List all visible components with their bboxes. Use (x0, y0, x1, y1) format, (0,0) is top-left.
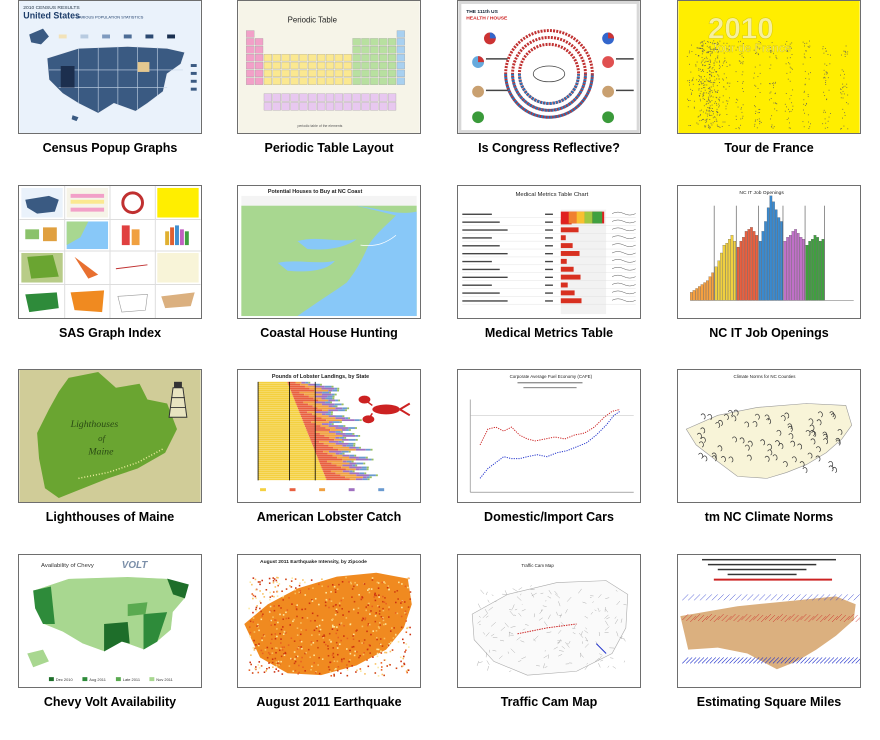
gallery-item-congress[interactable]: THE 111th US HEALTH / HOUSE (457, 0, 647, 160)
thumbnail-traffic[interactable]: Traffic Cam Map (457, 554, 641, 688)
gallery-item-tour[interactable]: 2010 Tour de France Tour de France (677, 0, 867, 160)
thumbnail-caption[interactable]: American Lobster Catch (256, 510, 402, 524)
thumb-text: VOLT (122, 560, 149, 571)
thumb-text: Traffic Cam Map (521, 563, 554, 568)
thumbnail-census[interactable]: 2010 CENSUS RESULTS United States VARIOU… (18, 0, 202, 134)
tour-scatter-image: 2010 Tour de France (678, 1, 860, 133)
sas-index-image (19, 186, 201, 318)
legend-label: Aug 2011 (89, 677, 106, 682)
svg-text:periodic table of the elements: periodic table of the elements (297, 124, 342, 128)
thumb-text: United States (23, 11, 80, 21)
thumbnail-caption[interactable]: Coastal House Hunting (260, 326, 398, 340)
thumbnail-cars[interactable]: Corporate Average Fuel Economy (CAFE) (457, 369, 641, 503)
maine-map-image: Lighthouses of Maine (19, 370, 201, 502)
thumbnail-caption[interactable]: NC IT Job Openings (709, 326, 829, 340)
thumbnail-caption[interactable]: Periodic Table Layout (264, 141, 394, 155)
thumb-text: Pounds of Lobster Landings, by State (272, 374, 369, 380)
gallery-item-census[interactable]: 2010 CENSUS RESULTS United States VARIOU… (18, 0, 208, 160)
medical-table-image: Medical Metrics Table Chart (458, 186, 640, 318)
cars-line-chart-image: Corporate Average Fuel Economy (CAFE) (458, 370, 640, 502)
gallery-item-medical[interactable]: Medical Metrics Table Chart Medical Metr… (457, 185, 647, 345)
thumbnail-caption[interactable]: Estimating Square Miles (696, 695, 842, 709)
thumb-text: NC IT Job Openings (739, 190, 784, 196)
thumb-text: Periodic Table (288, 16, 338, 25)
thumb-text: of (98, 433, 106, 443)
thumbnail-coastal[interactable]: Potential Houses to Buy at NC Coast (237, 185, 421, 319)
thumbnail-caption[interactable]: tm NC Climate Norms (704, 510, 834, 524)
thumbnail-caption[interactable]: Chevy Volt Availability (43, 695, 177, 709)
thumbnail-caption[interactable]: Tour de France (724, 141, 814, 155)
thumbnail-climate[interactable]: Climate Norms for NC Counties (677, 369, 861, 503)
thumbnail-caption[interactable]: August 2011 Earthquake (256, 695, 402, 709)
thumbnail-caption[interactable]: Medical Metrics Table (484, 326, 614, 340)
legend-swatches (260, 488, 385, 492)
thumbnail-congress[interactable]: THE 111th US HEALTH / HOUSE (457, 0, 641, 134)
legend-label: Late 2011 (123, 677, 140, 682)
nc-jobs-chart-image: NC IT Job Openings (678, 186, 860, 318)
thumbnail-quake[interactable]: August 2011 Earthquake Intensity, by Zip… (237, 554, 421, 688)
census-map-image: 2010 CENSUS RESULTS United States VARIOU… (19, 1, 201, 133)
lobster-icon (358, 395, 411, 424)
thumb-text: Maine (87, 447, 114, 458)
thumb-text: Climate Norms for NC Counties (734, 374, 797, 379)
thumbnail-caption[interactable]: Domestic/Import Cars (484, 510, 614, 524)
thumbnail-caption[interactable]: Census Popup Graphs (42, 141, 178, 155)
volt-map-image: Availability of Chevy VOLT Dec 2010 Aug … (19, 555, 201, 687)
nc-square-miles-image (678, 555, 860, 687)
thumbnail-lobster[interactable]: Pounds of Lobster Landings, by State (237, 369, 421, 503)
thumb-text: 2010 CENSUS RESULTS (23, 5, 80, 11)
pie-charts (472, 32, 615, 124)
thumb-text: Corporate Average Fuel Economy (CAFE) (510, 374, 593, 379)
thumb-text: THE 111th US (466, 9, 498, 15)
gallery-item-maine[interactable]: Lighthouses of Maine Lighthouses of Main… (18, 369, 208, 529)
coastal-map-image: Potential Houses to Buy at NC Coast (238, 186, 420, 318)
thumbnail-caption[interactable]: Is Congress Reflective? (478, 141, 620, 155)
thumb-text: Medical Metrics Table Chart (516, 192, 589, 198)
congress-chart-image: THE 111th US HEALTH / HOUSE (458, 1, 640, 133)
thumb-text: HEALTH / HOUSE (466, 16, 508, 22)
us-map-shape (46, 45, 186, 114)
thumbnail-sqmiles[interactable] (677, 554, 861, 688)
gallery-item-lobster[interactable]: Pounds of Lobster Landings, by State Ame… (237, 369, 427, 529)
legend-label: Dec 2010 (56, 677, 74, 682)
gallery-item-cars[interactable]: Corporate Average Fuel Economy (CAFE) Do… (457, 369, 647, 529)
thumbnail-nc-jobs[interactable]: NC IT Job Openings (677, 185, 861, 319)
thumbnail-maine[interactable]: Lighthouses of Maine (18, 369, 202, 503)
quake-map-image: August 2011 Earthquake Intensity, by Zip… (238, 555, 420, 687)
lighthouse-icon (168, 381, 188, 418)
gallery-item-volt[interactable]: Availability of Chevy VOLT Dec 2010 Aug … (18, 554, 208, 714)
gallery-item-traffic[interactable]: Traffic Cam Map Traffic Cam Map (457, 554, 647, 714)
gallery-item-nc-jobs[interactable]: NC IT Job Openings NC IT Job Openings (677, 185, 867, 345)
thumbnail-sas-index[interactable] (18, 185, 202, 319)
legend-label: Nov 2011 (156, 677, 173, 682)
lobster-chart-image: Pounds of Lobster Landings, by State (238, 370, 420, 502)
legend: Dec 2010 Aug 2011 Late 2011 Nov 2011 (48, 677, 173, 682)
gallery-item-sqmiles[interactable]: Estimating Square Miles (677, 554, 867, 714)
thumbnail-periodic[interactable]: Periodic Table periodic table of the ele… (237, 0, 421, 134)
thumb-text: Potential Houses to Buy at NC Coast (268, 189, 363, 195)
thumbnail-volt[interactable]: Availability of Chevy VOLT Dec 2010 Aug … (18, 554, 202, 688)
legend-swatches (58, 34, 176, 39)
thumbnail-caption[interactable]: Lighthouses of Maine (45, 510, 175, 524)
gallery-item-periodic[interactable]: Periodic Table periodic table of the ele… (237, 0, 427, 160)
gallery-item-coastal[interactable]: Potential Houses to Buy at NC Coast Coas… (237, 185, 427, 345)
thumb-text: Lighthouses (70, 419, 119, 430)
thumbnail-caption[interactable]: SAS Graph Index (58, 326, 162, 340)
thumb-text: Availability of Chevy (41, 563, 94, 569)
traffic-map-image: Traffic Cam Map (458, 555, 640, 687)
thumb-text: 2010 (708, 12, 774, 45)
periodic-table-image: Periodic Table periodic table of the ele… (238, 1, 420, 133)
gallery-item-sas-index[interactable]: SAS Graph Index (18, 185, 208, 345)
thumb-text: VARIOUS POPULATION STATISTICS (77, 15, 144, 20)
climate-map-image: Climate Norms for NC Counties (678, 370, 860, 502)
thumbnail-caption[interactable]: Traffic Cam Map (500, 695, 598, 709)
thumb-text: Tour de France (712, 41, 792, 55)
thumb-text: August 2011 Earthquake Intensity, by Zip… (260, 559, 367, 565)
gallery-item-climate[interactable]: Climate Norms for NC Counties tm NC Clim… (677, 369, 867, 529)
gallery-item-quake[interactable]: August 2011 Earthquake Intensity, by Zip… (237, 554, 427, 714)
thumbnail-tour[interactable]: 2010 Tour de France (677, 0, 861, 134)
thumbnail-medical[interactable]: Medical Metrics Table Chart (457, 185, 641, 319)
